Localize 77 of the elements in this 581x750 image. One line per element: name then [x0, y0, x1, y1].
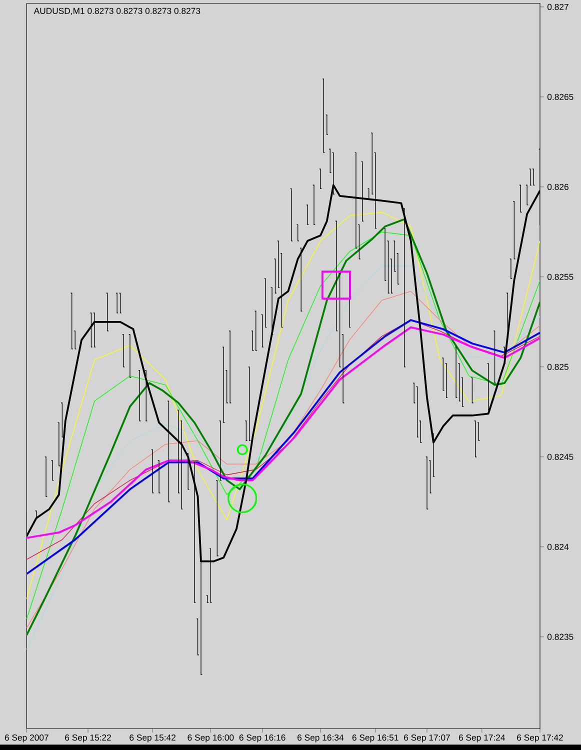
candlestick	[44, 456, 48, 497]
y-tick-label: 0.8245	[547, 454, 574, 460]
candlestick	[90, 312, 93, 348]
candlestick	[474, 420, 477, 458]
candlestick	[506, 292, 510, 332]
candlestick	[322, 78, 326, 154]
x-tick-label: 6 Sep 16:34	[298, 734, 344, 742]
candlestick	[274, 258, 277, 294]
candlestick	[122, 334, 125, 368]
candlestick	[144, 370, 148, 422]
candlestick	[367, 188, 370, 200]
x-tick-label: 6 Sep 17:42	[517, 734, 563, 742]
x-tick-label: 6 Sep 16:16	[239, 734, 286, 742]
candlestick	[312, 184, 316, 226]
x-tick-label: 6 Sep 16:00	[188, 734, 234, 742]
candlestick	[206, 595, 209, 604]
candlestick	[532, 168, 536, 186]
y-tick-label: 0.824	[547, 544, 569, 550]
candlestick	[186, 452, 190, 490]
candlestick	[306, 204, 310, 226]
candlestick	[180, 420, 184, 510]
candlestick	[216, 480, 219, 556]
candlestick	[74, 330, 77, 350]
candlestick	[128, 334, 132, 378]
y-tick-label: 0.826	[547, 184, 568, 190]
x-tick-label: 6 Sep 17:07	[404, 734, 450, 742]
candlestick	[503, 346, 506, 364]
candlestick	[51, 460, 54, 481]
candlestick	[70, 292, 74, 350]
candlestick	[528, 168, 532, 186]
candlestick	[493, 330, 496, 384]
x-tick-label: 6 Sep 2007	[4, 734, 48, 742]
candlestick	[57, 422, 60, 466]
candlestick	[138, 370, 142, 422]
candlestick	[228, 330, 232, 404]
candlestick	[526, 184, 529, 206]
candlestick	[300, 248, 303, 312]
candlestick	[60, 402, 64, 438]
candlestick	[325, 114, 328, 136]
candlestick	[248, 366, 251, 442]
candlestick	[118, 292, 122, 314]
candlestick	[426, 456, 428, 510]
candlestick	[270, 287, 274, 335]
candlestick	[264, 278, 268, 328]
y-tick-label: 0.8255	[547, 274, 574, 280]
candlestick	[254, 310, 258, 352]
candlestick	[454, 346, 458, 398]
x-tick-label: 6 Sep 16:51	[352, 734, 398, 742]
candlestick	[519, 184, 522, 212]
candlestick	[290, 188, 293, 242]
candlestick	[151, 449, 154, 494]
y-tick-label: 0.8265	[547, 94, 574, 100]
candlestick	[93, 312, 96, 348]
candlestick	[318, 168, 322, 190]
candlestick	[470, 377, 474, 404]
candlestick	[296, 224, 300, 242]
candlestick	[218, 420, 222, 481]
candlestick	[222, 346, 226, 424]
y-tick-label: 0.825	[547, 364, 568, 370]
candlestick	[176, 410, 180, 494]
y-tick-label: 0.8235	[547, 634, 574, 640]
candlestick	[260, 314, 264, 348]
x-tick-label: 6 Sep 17:24	[458, 734, 505, 742]
candlestick	[34, 510, 38, 518]
x-tick-label: 6 Sep 15:22	[65, 734, 111, 742]
candlestick	[512, 200, 516, 260]
candlestick	[402, 208, 406, 368]
chart-title: AUDUSD,M1 0.8273 0.8273 0.8273 0.8273	[34, 8, 200, 15]
x-tick-label: 6 Sep 15:42	[130, 734, 176, 742]
candlestick	[486, 362, 490, 410]
candlestick	[116, 292, 119, 314]
candlestick	[158, 460, 160, 494]
candlestick	[432, 433, 435, 478]
candlestick	[167, 400, 170, 502]
y-tick-label: 0.827	[547, 4, 568, 10]
candlestick	[106, 292, 109, 332]
candlestick	[509, 258, 512, 280]
